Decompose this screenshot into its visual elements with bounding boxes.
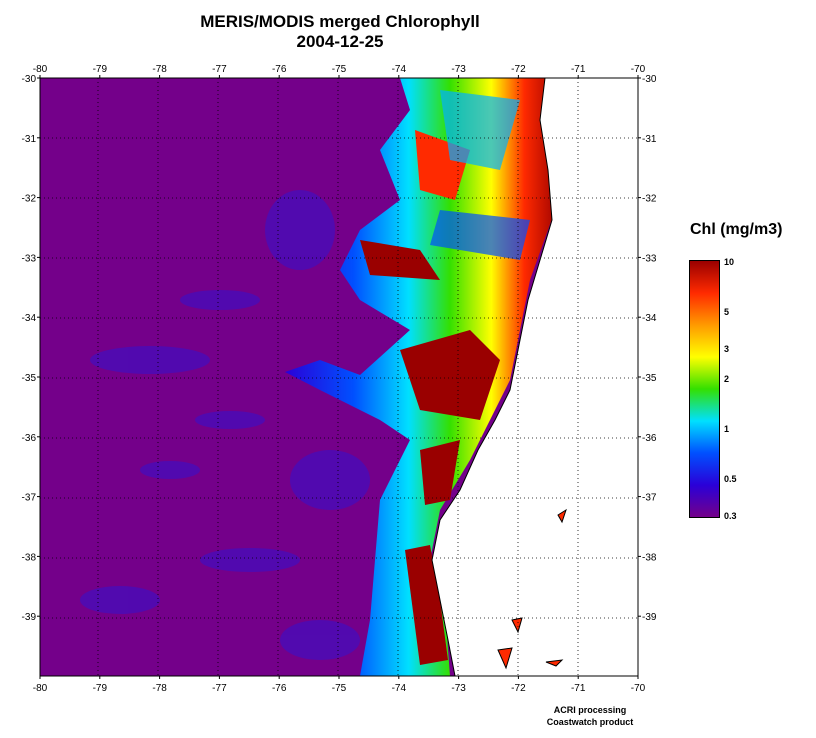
lat-tick-label-right: -38 [642, 552, 657, 563]
lon-tick-label-top: -72 [511, 64, 526, 75]
lat-tick-label-right: -37 [642, 493, 657, 504]
lat-tick-label-right: -31 [642, 134, 657, 145]
colorbar-tick-label: 0.3 [724, 511, 737, 521]
offshore-patches [80, 190, 370, 660]
lat-tick-label-left: -30 [22, 74, 37, 85]
lon-tick-label-bottom: -74 [392, 683, 407, 694]
offshore-islands [497, 508, 567, 670]
lat-tick-label-left: -32 [22, 194, 37, 205]
lon-tick-label-bottom: -79 [93, 683, 108, 694]
lat-tick-label-left: -39 [22, 612, 37, 623]
lon-tick-label-top: -70 [631, 64, 646, 75]
lat-tick-label-left: -33 [22, 253, 37, 264]
lon-tick-label-top: -73 [451, 64, 466, 75]
lat-tick-label-left: -38 [22, 552, 37, 563]
lon-tick-label-bottom: -70 [631, 683, 646, 694]
lat-tick-label-right: -34 [642, 313, 657, 324]
lat-tick-label-right: -35 [642, 373, 657, 384]
lon-tick-label-bottom: -71 [571, 683, 586, 694]
lon-tick-label-bottom: -73 [451, 683, 466, 694]
colorbar-tick-label: 2 [724, 373, 730, 384]
lon-tick-label-bottom: -72 [511, 683, 526, 694]
lon-tick-label-bottom: -78 [152, 683, 167, 694]
colorbar-tick-label: 3 [724, 344, 730, 355]
colorbar-tick-label: 5 [724, 307, 730, 318]
lon-tick-label-top: -80 [33, 64, 48, 75]
lon-tick-label-top: -75 [332, 64, 347, 75]
lat-tick-label-right: -33 [642, 253, 657, 264]
colorbar-title: Chl (mg/m3) [690, 221, 783, 238]
coastal-bloom [285, 78, 560, 676]
lon-tick-label-top: -71 [571, 64, 586, 75]
data-layer [40, 78, 638, 676]
colorbar-tick-label: 0.5 [724, 473, 737, 484]
lon-tick-label-bottom: -75 [332, 683, 347, 694]
land-chile [431, 78, 638, 676]
lon-tick-label-top: -77 [212, 64, 227, 75]
lon-tick-label-bottom: -77 [212, 683, 227, 694]
colorbar-tick-label: 1 [724, 423, 730, 434]
lat-tick-label-left: -36 [22, 433, 37, 444]
lat-tick-label-left: -35 [22, 373, 37, 384]
lat-tick-label-left: -37 [22, 493, 37, 504]
map-title: MERIS/MODIS merged Chlorophyll [200, 12, 480, 31]
lat-tick-label-left: -31 [22, 134, 37, 145]
lat-tick-label-right: -32 [642, 194, 657, 205]
lat-tick-label-right: -30 [642, 74, 657, 85]
axes: -80 -80 -79 -79 -78 -78 -77 -77 -76 -76 -75 -75 -74 -… [22, 64, 657, 694]
lon-tick-label-top: -76 [272, 64, 287, 75]
lon-tick-label-bottom: -80 [33, 683, 48, 694]
lon-tick-label-top: -78 [152, 64, 167, 75]
lat-tick-label-left: -34 [22, 313, 37, 324]
colorbar-tick-label: 10 [724, 257, 735, 267]
lat-tick-label-right: -36 [642, 433, 657, 444]
lon-tick-label-top: -74 [392, 64, 407, 75]
map-date: 2004-12-25 [296, 32, 384, 51]
lon-tick-label-top: -79 [93, 64, 108, 75]
colorbar [689, 260, 720, 518]
credit-product: Coastwatch product [546, 717, 634, 727]
lat-tick-label-right: -39 [642, 612, 657, 623]
lon-tick-label-bottom: -76 [272, 683, 287, 694]
credit-processing: ACRI processing [553, 705, 627, 715]
